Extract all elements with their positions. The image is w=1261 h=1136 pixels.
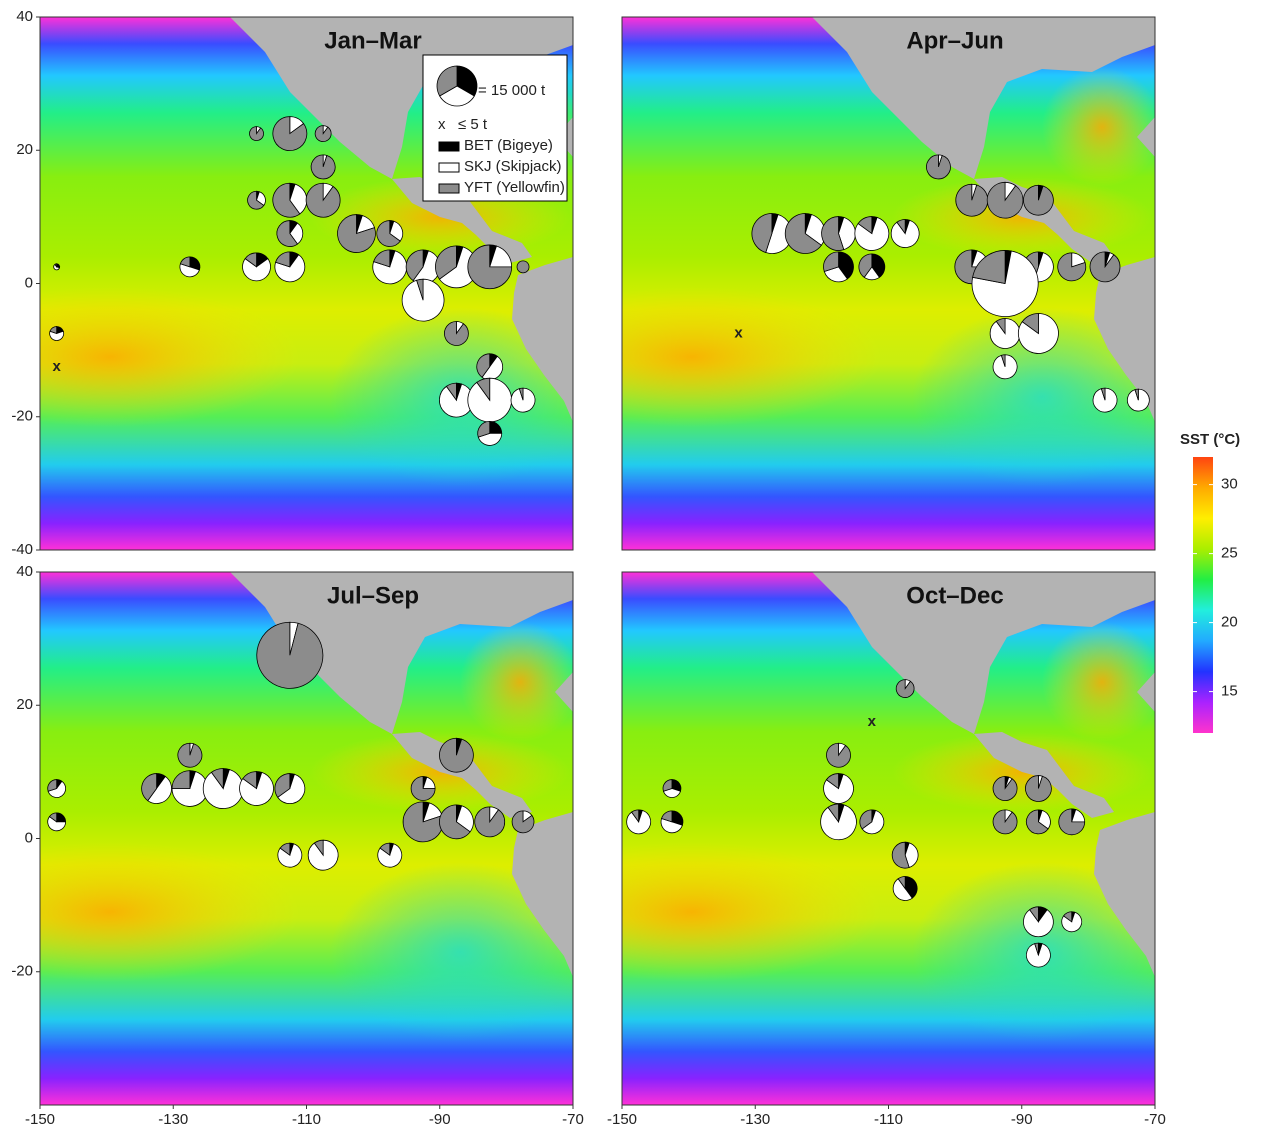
x-tick-label: -110 xyxy=(292,1111,321,1128)
colorbar-tick-label: 15 xyxy=(1221,683,1238,700)
x-tick-label: -130 xyxy=(740,1111,770,1128)
y-tick-label: 0 xyxy=(25,274,33,291)
panel-title: Apr–Jun xyxy=(906,27,1003,54)
pie-slice xyxy=(1090,252,1120,282)
pie-slice xyxy=(993,777,1017,801)
panel-title: Jan–Mar xyxy=(324,27,421,54)
map-panel: Oct–Dec x -150 -130 -110 -90 -70 xyxy=(502,572,1172,1128)
figure: Jan–Mar x 40 20 0 -20 -40 Apr–Jun x Jul–Sep 40 20 0 -… xyxy=(0,0,1261,1131)
y-tick-label: -40 xyxy=(11,541,33,558)
small-catch-marker: x xyxy=(734,324,743,341)
pie-slice xyxy=(993,810,1017,834)
pie-slice xyxy=(956,184,988,216)
pie-slice xyxy=(1025,776,1051,802)
x-tick-label: -90 xyxy=(429,1111,451,1128)
pie-slice xyxy=(827,743,851,767)
colorbar: SST (°C) 15 20 25 30 xyxy=(1180,431,1240,733)
x-tick-label: -110 xyxy=(874,1111,903,1128)
pie-slice xyxy=(257,622,323,688)
sst-land xyxy=(502,17,1172,550)
x-tick-label: -90 xyxy=(1011,1111,1033,1128)
pie-slice xyxy=(178,743,202,767)
pie-slice xyxy=(1023,185,1053,215)
pie-slice xyxy=(517,261,529,273)
pie-slice xyxy=(475,807,505,837)
y-tick-label: 20 xyxy=(16,696,33,713)
map-panel: Jul–Sep 40 20 0 -20 -150 -130 -110 -90 -70 xyxy=(0,563,590,1128)
colorbar-title: SST (°C) xyxy=(1180,431,1240,448)
panel-title: Jul–Sep xyxy=(327,582,419,609)
pie-slice xyxy=(926,155,950,179)
legend: = 15 000 t x ≤ 5 t BET (Bigeye) SKJ (Skipjac… xyxy=(423,55,567,201)
map-panel: Apr–Jun x xyxy=(502,17,1172,550)
y-tick-label: 40 xyxy=(16,8,33,25)
colorbar-tick-label: 30 xyxy=(1221,476,1238,493)
x-tick-label: -150 xyxy=(607,1111,637,1128)
pie-slice xyxy=(311,155,335,179)
y-tick-label: -20 xyxy=(11,963,33,980)
panel-title: Oct–Dec xyxy=(906,582,1003,609)
y-tick-label: -20 xyxy=(11,408,33,425)
pie-slice xyxy=(444,321,468,345)
small-catch-marker: x xyxy=(52,358,61,375)
colorbar-tick-label: 25 xyxy=(1221,545,1238,562)
legend-label: BET (Bigeye) xyxy=(464,137,553,154)
x-tick-label: -130 xyxy=(158,1111,188,1128)
pie-slice xyxy=(250,127,264,141)
legend-size-label: = 15 000 t xyxy=(478,82,546,99)
pie-slice xyxy=(987,182,1023,218)
legend-label: YFT (Yellowfin) xyxy=(464,179,565,196)
pie-slice xyxy=(439,738,473,772)
legend-small-label: ≤ 5 t xyxy=(458,116,488,133)
legend-swatch xyxy=(439,163,459,172)
legend-small-symbol: x xyxy=(438,116,446,133)
pie-slice xyxy=(315,126,331,142)
legend-swatch xyxy=(439,142,459,151)
legend-swatch xyxy=(439,184,459,193)
pie-slice xyxy=(306,183,340,217)
y-tick-label: 0 xyxy=(25,829,33,846)
map-background xyxy=(502,17,1172,550)
x-tick-label: -70 xyxy=(1144,1111,1166,1128)
small-catch-marker: x xyxy=(868,713,877,730)
y-tick-label: 20 xyxy=(16,141,33,158)
legend-label: SKJ (Skipjack) xyxy=(464,158,562,175)
x-tick-label: -70 xyxy=(562,1111,584,1128)
colorbar-tick-label: 20 xyxy=(1221,614,1238,631)
pie-slice xyxy=(896,680,914,698)
y-tick-label: 40 xyxy=(16,563,33,580)
x-tick-label: -150 xyxy=(25,1111,55,1128)
